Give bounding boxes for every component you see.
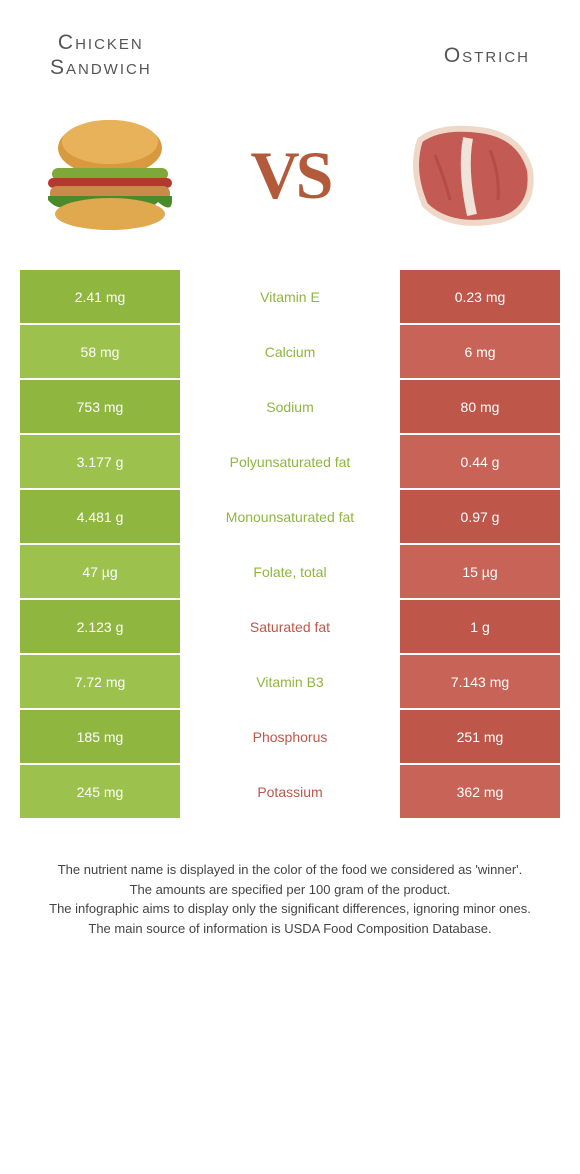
nutrient-table: 2.41 mgVitamin E0.23 mg58 mgCalcium6 mg7… bbox=[20, 270, 560, 818]
table-row: 4.481 gMonounsaturated fat0.97 g bbox=[20, 490, 560, 543]
table-row: 2.41 mgVitamin E0.23 mg bbox=[20, 270, 560, 323]
table-row: 58 mgCalcium6 mg bbox=[20, 325, 560, 378]
table-row: 753 mgSodium80 mg bbox=[20, 380, 560, 433]
footer-line-2: The amounts are specified per 100 gram o… bbox=[30, 880, 550, 900]
nutrient-name: Monounsaturated fat bbox=[180, 490, 400, 543]
right-value: 251 mg bbox=[400, 710, 560, 763]
right-value: 0.23 mg bbox=[400, 270, 560, 323]
table-row: 185 mgPhosphorus251 mg bbox=[20, 710, 560, 763]
right-value: 0.44 g bbox=[400, 435, 560, 488]
right-value: 6 mg bbox=[400, 325, 560, 378]
nutrient-name: Polyunsaturated fat bbox=[180, 435, 400, 488]
table-row: 7.72 mgVitamin B37.143 mg bbox=[20, 655, 560, 708]
left-title-line2: Sandwich bbox=[50, 56, 152, 79]
left-value: 185 mg bbox=[20, 710, 180, 763]
left-value: 753 mg bbox=[20, 380, 180, 433]
footer-line-3: The infographic aims to display only the… bbox=[30, 899, 550, 919]
right-value: 7.143 mg bbox=[400, 655, 560, 708]
left-value: 7.72 mg bbox=[20, 655, 180, 708]
header: Chicken Sandwich Ostrich bbox=[0, 0, 580, 90]
left-value: 4.481 g bbox=[20, 490, 180, 543]
images-row: VS bbox=[0, 90, 580, 270]
footer-line-1: The nutrient name is displayed in the co… bbox=[30, 860, 550, 880]
right-value: 362 mg bbox=[400, 765, 560, 818]
table-row: 245 mgPotassium362 mg bbox=[20, 765, 560, 818]
chicken-sandwich-image bbox=[30, 110, 190, 240]
nutrient-name: Phosphorus bbox=[180, 710, 400, 763]
right-value: 0.97 g bbox=[400, 490, 560, 543]
right-value: 80 mg bbox=[400, 380, 560, 433]
left-value: 47 µg bbox=[20, 545, 180, 598]
table-row: 47 µgFolate, total15 µg bbox=[20, 545, 560, 598]
right-value: 15 µg bbox=[400, 545, 560, 598]
nutrient-name: Vitamin B3 bbox=[180, 655, 400, 708]
vs-label: VS bbox=[251, 136, 330, 215]
left-value: 3.177 g bbox=[20, 435, 180, 488]
right-value: 1 g bbox=[400, 600, 560, 653]
left-value: 58 mg bbox=[20, 325, 180, 378]
nutrient-name: Vitamin E bbox=[180, 270, 400, 323]
nutrient-name: Calcium bbox=[180, 325, 400, 378]
nutrient-name: Potassium bbox=[180, 765, 400, 818]
left-value: 245 mg bbox=[20, 765, 180, 818]
left-value: 2.123 g bbox=[20, 600, 180, 653]
nutrient-name: Saturated fat bbox=[180, 600, 400, 653]
table-row: 2.123 gSaturated fat1 g bbox=[20, 600, 560, 653]
nutrient-name: Sodium bbox=[180, 380, 400, 433]
right-food-title: Ostrich bbox=[444, 43, 530, 68]
table-row: 3.177 gPolyunsaturated fat0.44 g bbox=[20, 435, 560, 488]
left-food-title: Chicken Sandwich bbox=[50, 30, 152, 80]
ostrich-meat-image bbox=[390, 110, 550, 240]
nutrient-name: Folate, total bbox=[180, 545, 400, 598]
left-value: 2.41 mg bbox=[20, 270, 180, 323]
footer-notes: The nutrient name is displayed in the co… bbox=[0, 820, 580, 938]
footer-line-4: The main source of information is USDA F… bbox=[30, 919, 550, 939]
left-title-line1: Chicken bbox=[58, 31, 144, 54]
